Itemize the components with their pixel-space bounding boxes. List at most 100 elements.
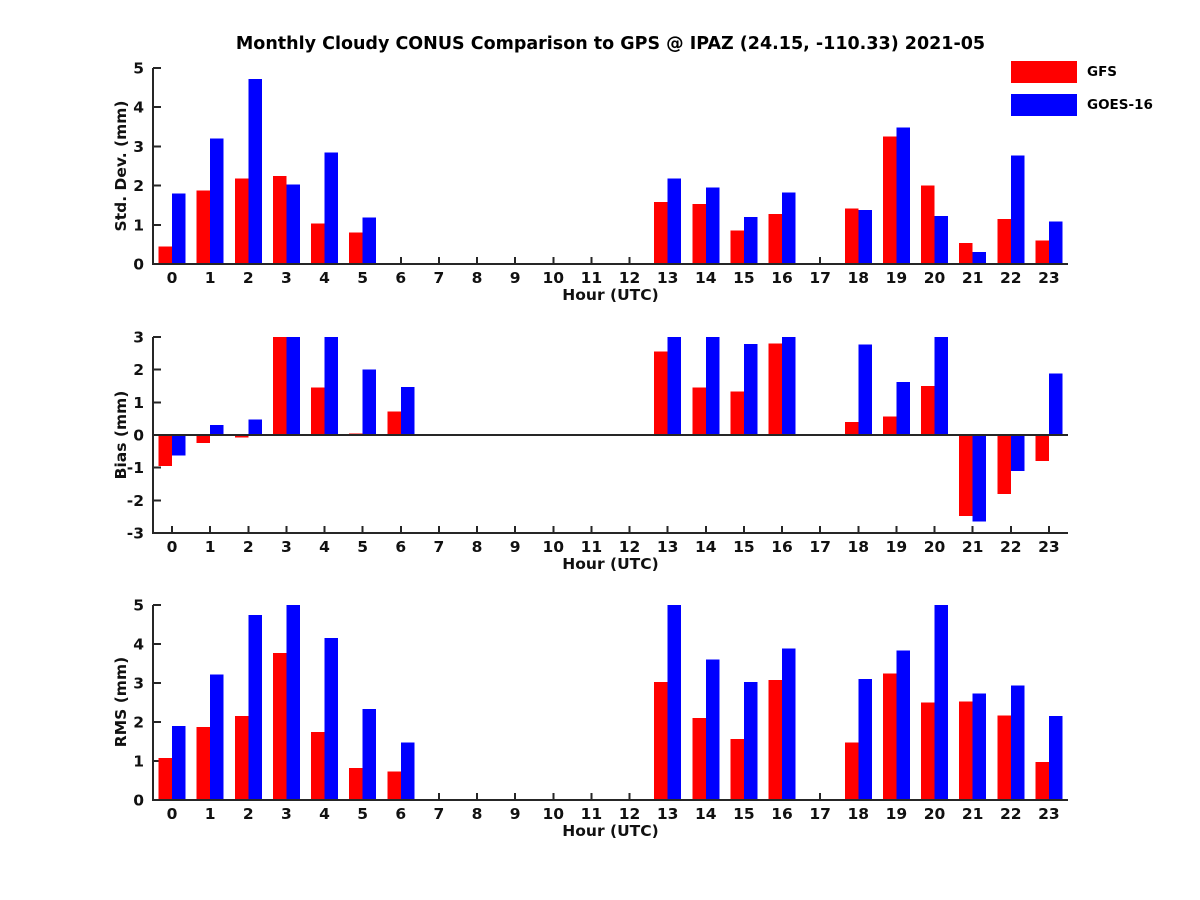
x-tick-label: 8 — [472, 538, 483, 556]
y-tick-label: 0 — [133, 427, 144, 445]
x-tick-label: 0 — [167, 538, 178, 556]
bar-GFS-h19 — [882, 416, 897, 435]
bar-GOES-16-h13 — [667, 605, 682, 800]
bar-GFS-h14 — [692, 387, 706, 435]
bar-GFS-h16 — [768, 679, 783, 800]
bar-GFS-h1 — [196, 727, 211, 800]
x-tick-label: 19 — [886, 538, 908, 556]
bar-GOES-16-h18 — [858, 209, 872, 264]
bar-GFS-h18 — [844, 742, 859, 800]
y-tick-label: 4 — [133, 636, 144, 654]
x-tick-label: 3 — [281, 805, 292, 823]
x-tick-label: 22 — [1000, 269, 1022, 287]
bar-GOES-16-h5 — [362, 709, 377, 800]
x-tick-label: 14 — [695, 538, 717, 556]
bar-GOES-16-h19 — [896, 650, 910, 800]
spines — [152, 605, 1068, 801]
x-tick-label: 14 — [695, 269, 717, 287]
x-tick-label: 21 — [962, 805, 984, 823]
y-tick-label: 2 — [133, 177, 144, 195]
bar-GOES-16-h20 — [934, 605, 949, 800]
bar-GFS-h21 — [959, 243, 973, 264]
bar-GFS-h21 — [959, 701, 973, 800]
bar-GFS-h2 — [234, 435, 249, 438]
bar-GFS-h1 — [196, 190, 211, 264]
bar-GFS-h22 — [997, 715, 1011, 800]
bar-GFS-h6 — [387, 411, 401, 435]
bar-GFS-h15 — [730, 230, 744, 264]
bar-GFS-h16 — [768, 343, 783, 435]
bar-GFS-h0 — [158, 246, 173, 264]
x-tick-label: 12 — [619, 805, 641, 823]
bar-GOES-16-h1 — [210, 425, 224, 435]
legend: GFS GOES-16 — [1011, 61, 1153, 127]
bar-GFS-h0 — [158, 757, 173, 800]
x-tick-label: 18 — [848, 538, 870, 556]
x-tick-label: 10 — [543, 538, 565, 556]
x-tick-labels: 0 1 2 3 4 5 6 7 8 9 10 11 12 13 14 15 16 17 18 19 20 21 22 23 — [167, 805, 1060, 823]
bars-GFS — [158, 652, 1049, 800]
bar-GOES-16-h15 — [743, 681, 758, 800]
x-tick-label: 1 — [205, 805, 216, 823]
x-tick-label: 23 — [1038, 538, 1060, 556]
x-tick-label: 9 — [510, 269, 521, 287]
bar-GOES-16-h4 — [324, 638, 339, 800]
spines — [152, 68, 1068, 265]
bar-GFS-h1 — [196, 435, 211, 444]
y-tick-label: -3 — [127, 525, 144, 543]
x-tick-labels: 0 1 2 3 4 5 6 7 8 9 10 11 12 13 14 15 16 17 18 19 20 21 22 23 — [167, 269, 1060, 287]
x-tick-label: 18 — [848, 805, 870, 823]
bar-GOES-16-h5 — [362, 217, 377, 264]
x-tick-labels: 0 1 2 3 4 5 6 7 8 9 10 11 12 13 14 15 16 17 18 19 20 21 22 23 — [167, 538, 1060, 556]
y-ticks: 0 1 2 3 4 5 — [133, 60, 161, 274]
bar-GFS-h22 — [997, 218, 1011, 264]
bar-GOES-16-h18 — [858, 679, 872, 800]
x-tick-label: 3 — [281, 538, 292, 556]
x-tick-label: 6 — [395, 269, 406, 287]
x-tick-label: 21 — [962, 269, 984, 287]
bar-GFS-h14 — [692, 204, 706, 264]
bar-GFS-h3 — [272, 337, 287, 435]
bar-GOES-16-h22 — [1010, 435, 1025, 471]
bar-GFS-h5 — [349, 768, 363, 800]
x-tick-label: 5 — [357, 269, 368, 287]
spines — [152, 337, 1068, 534]
bar-GFS-h20 — [921, 386, 935, 435]
bar-GOES-16-h22 — [1010, 155, 1025, 264]
bar-GOES-16-h13 — [667, 178, 682, 264]
y-tick-label: 3 — [133, 329, 144, 347]
x-ticks — [171, 793, 1050, 800]
bar-GFS-h2 — [234, 178, 249, 264]
bar-GFS-h23 — [1035, 761, 1049, 800]
bar-GFS-h5 — [349, 232, 363, 264]
bar-GOES-16-h1 — [210, 138, 224, 264]
y-tick-label: 2 — [133, 714, 144, 732]
bar-GOES-16-h16 — [782, 337, 796, 435]
bar-GOES-16-h6 — [400, 386, 415, 435]
bar-GFS-h16 — [768, 213, 783, 264]
chart-title: Monthly Cloudy CONUS Comparison to GPS @… — [235, 34, 986, 54]
bar-GOES-16-h3 — [286, 337, 300, 435]
bar-GFS-h20 — [921, 185, 935, 264]
x-tick-label: 10 — [543, 269, 565, 287]
x-tick-label: 18 — [848, 269, 870, 287]
x-tick-label: 20 — [924, 538, 946, 556]
bars-GOES-16 — [172, 605, 1063, 800]
x-tick-label: 2 — [243, 805, 254, 823]
x-tick-label: 0 — [167, 269, 178, 287]
bar-GFS-h13 — [654, 202, 668, 264]
bar-GFS-h18 — [844, 421, 859, 435]
y-tick-label: 5 — [133, 60, 144, 78]
x-ticks — [171, 257, 1050, 264]
bar-GOES-16-h14 — [705, 187, 720, 264]
bar-GFS-h15 — [730, 738, 744, 800]
bar-GOES-16-h19 — [896, 381, 910, 435]
bar-GOES-16-h1 — [210, 674, 224, 800]
bar-GOES-16-h20 — [934, 216, 949, 264]
bar-GFS-h20 — [921, 702, 935, 800]
bar-GOES-16-h4 — [324, 337, 339, 435]
legend-label-gfs: GFS — [1087, 64, 1118, 80]
